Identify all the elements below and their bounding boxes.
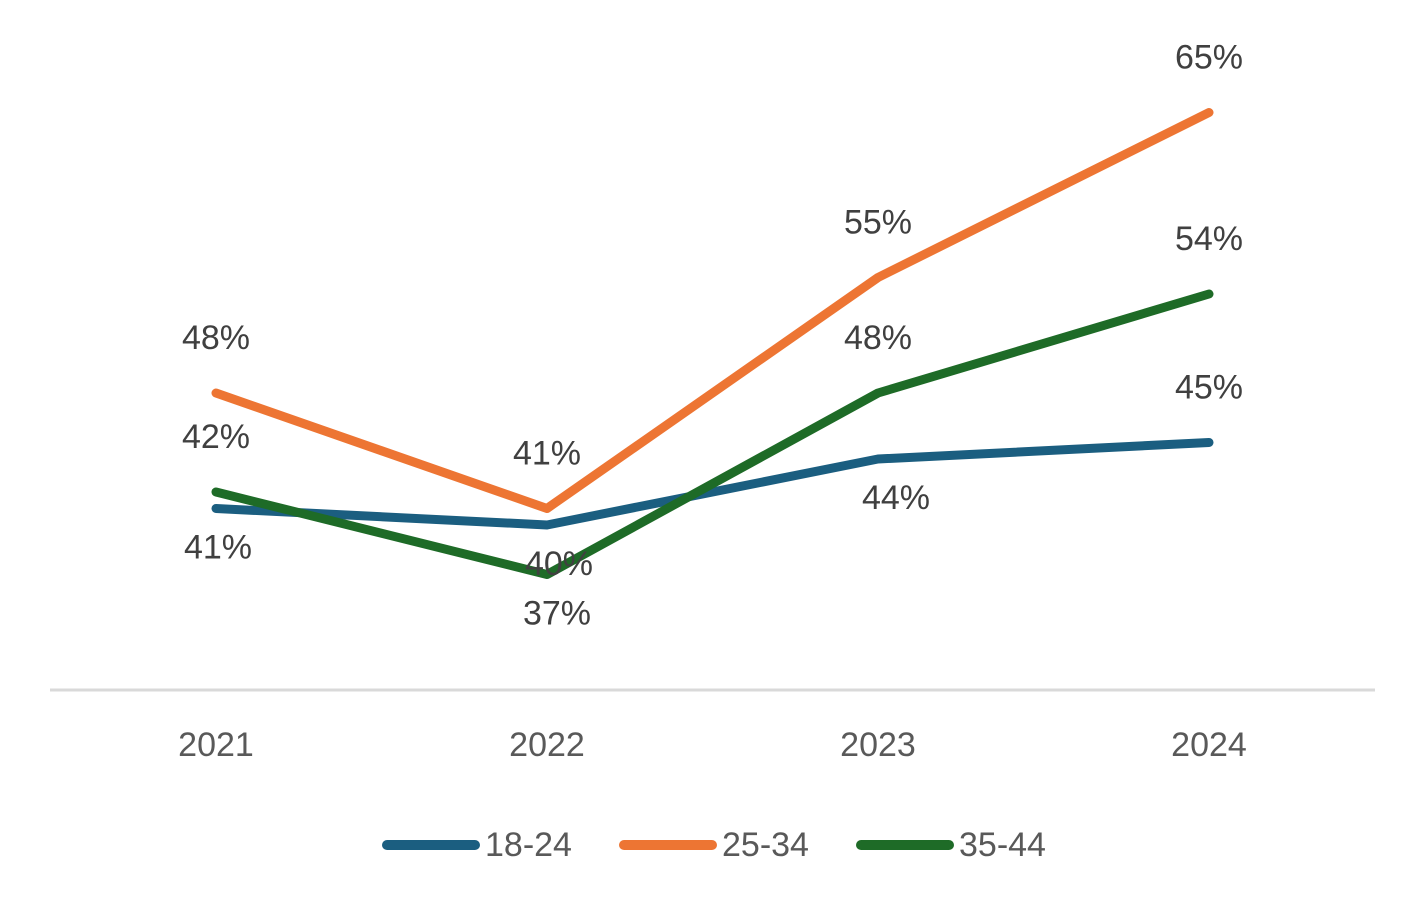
series-lines bbox=[211, 108, 1214, 579]
x-tick-label-2021: 2021 bbox=[178, 726, 254, 764]
data-label-18-24-2022: 40% bbox=[525, 545, 593, 583]
data-label-18-24-2021: 41% bbox=[184, 529, 252, 567]
data-label-18-24-2024: 45% bbox=[1175, 369, 1243, 407]
data-label-25-34-2024: 65% bbox=[1175, 39, 1243, 77]
series-line-25-34 bbox=[211, 108, 1214, 513]
x-tick-label-2022: 2022 bbox=[509, 726, 585, 764]
x-tick-label-2023: 2023 bbox=[840, 726, 916, 764]
data-label-25-34-2023: 55% bbox=[844, 204, 912, 242]
x-tick-label-2024: 2024 bbox=[1171, 726, 1247, 764]
data-label-25-34-2021: 48% bbox=[182, 319, 250, 357]
legend-label-25-34: 25-34 bbox=[722, 826, 809, 864]
legend: 18-24 25-34 35-44 bbox=[382, 826, 1046, 864]
data-label-35-44-2023: 48% bbox=[844, 319, 912, 357]
series-line-18-24 bbox=[211, 438, 1214, 530]
data-labels: 41% 40% 44% 45% 48% 41% 55% 65% 42% 37% 48% 54% bbox=[182, 39, 1243, 633]
data-label-35-44-2022: 37% bbox=[523, 595, 591, 633]
data-label-35-44-2024: 54% bbox=[1175, 220, 1243, 258]
data-label-25-34-2022: 41% bbox=[513, 435, 581, 473]
legend-label-18-24: 18-24 bbox=[485, 826, 572, 864]
data-label-35-44-2021: 42% bbox=[182, 418, 250, 456]
data-label-18-24-2023: 44% bbox=[862, 479, 930, 517]
series-line-35-44 bbox=[211, 289, 1214, 579]
x-axis-tick-labels: 2021 2022 2023 2024 bbox=[178, 726, 1247, 764]
legend-label-35-44: 35-44 bbox=[959, 826, 1046, 864]
